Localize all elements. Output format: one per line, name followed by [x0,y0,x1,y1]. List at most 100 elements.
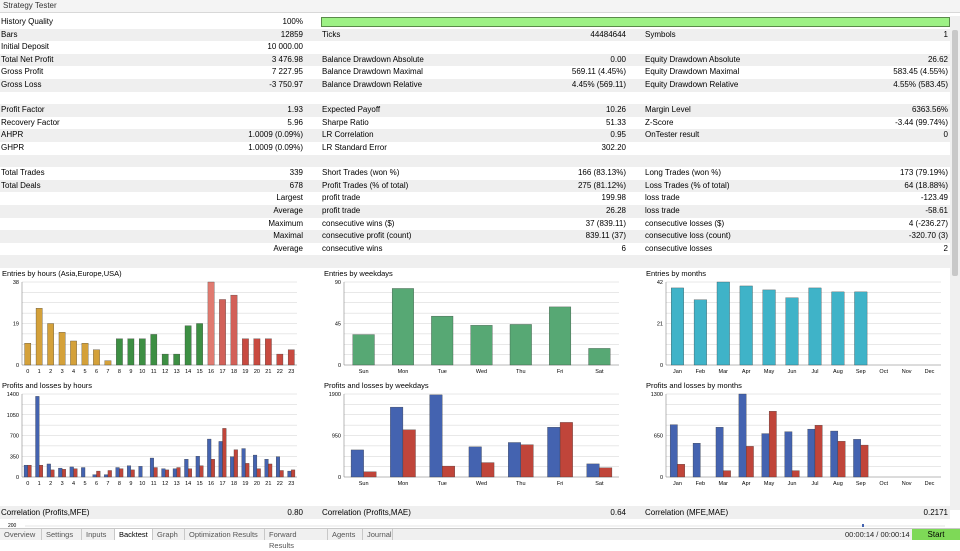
x-tick-label: 11 [151,481,157,487]
vertical-scrollbar[interactable] [950,16,960,510]
stat-value: -3.44 (99.74%) [895,117,948,127]
x-tick-label: Aug [833,481,843,487]
stat-label: Recovery Factor [1,117,60,127]
bar [245,463,250,478]
stat-value: 275 (81.12%) [577,180,626,190]
x-tick-label: Mon [398,481,409,487]
tab-journal[interactable]: Journal [363,529,393,540]
tab-forward-results[interactable]: Forward Results [265,529,328,550]
stat-value: 302.20 [601,142,626,152]
tab-overview[interactable]: Overview [0,529,42,540]
stat-value: 4 (-236.27) [908,218,948,228]
stat-value: -3 750.97 [269,79,303,89]
x-tick-label: 5 [83,481,86,487]
x-tick-label: 14 [185,481,191,487]
stat-label: consecutive profit (count) [322,231,412,241]
bar [165,469,170,478]
stat-label: Expected Payoff [322,105,381,115]
stat-label: LR Standard Error [322,142,387,152]
stat-value: 173 (79.19%) [899,168,948,178]
tab-agents[interactable]: Agents [328,529,363,540]
x-tick-label: 3 [61,481,64,487]
stat-label: Average [273,243,303,253]
entries-hours-chart: Entries by hours (Asia,Europe,USA) 0 19 38 0… [0,269,300,381]
stats-row [0,154,950,168]
tab-settings[interactable]: Settings [42,529,82,540]
stat-label: Equity Drawdown Absolute [645,54,741,64]
tab-backtest[interactable]: Backtest [115,529,153,540]
x-tick-label: Fri [557,481,563,487]
x-tick-label: 19 [242,481,248,487]
bar [27,464,32,478]
x-tick-label: 16 [208,481,214,487]
bar [402,429,416,478]
x-tick-label: 4 [72,481,75,487]
stat-value: 4.45% (569.11) [571,79,626,89]
y-tick-label: 0 [660,363,663,369]
stat-label: loss trade [645,205,680,215]
bar [791,470,800,478]
bar [50,469,55,478]
x-tick-label: 22 [277,369,283,375]
stat-value: -123.49 [920,193,948,203]
x-tick-label: Apr [742,481,751,487]
tab-graph[interactable]: Graph [153,529,185,540]
stat-value: 12859 [280,29,303,39]
stat-value: 1 [943,29,948,39]
stat-value: 678 [289,180,303,190]
bar [104,360,112,366]
stat-value: 166 (83.13%) [577,168,626,178]
bar [127,338,135,366]
x-tick-label: 2 [49,369,52,375]
window-titlebar: Strategy Tester [0,0,960,13]
bar [230,456,235,478]
stats-row: Largest profit trade 199.98 loss trade -123.… [0,192,950,205]
start-button[interactable]: Start [912,529,960,540]
chart-title: Entries by hours (Asia,Europe,USA) [2,269,122,278]
x-tick-label: 0 [26,481,29,487]
stat-label: Profit Factor [1,105,45,115]
stat-value: 839.11 (37) [585,231,626,241]
bar [233,449,238,478]
stat-value: 199.98 [601,193,626,203]
bar [130,469,135,478]
bar [96,470,101,478]
stat-label: Z-Score [645,117,674,127]
tab-optimization-results[interactable]: Optimization Results [185,529,265,540]
bar [39,464,44,478]
x-tick-label: 7 [106,369,109,375]
stat-label: Maximum [268,218,303,228]
tab-inputs[interactable]: Inputs [82,529,115,540]
mini-chart-ytick: 200 [8,523,17,528]
bar [23,464,28,478]
stat-label: consecutive wins [322,243,383,253]
stat-label: Balance Drawdown Relative [322,79,423,89]
bar [107,470,112,478]
x-tick-label: 1 [38,369,41,375]
bar [196,323,203,366]
mini-chart: 200 [8,523,945,528]
stat-value: 1.93 [287,105,303,115]
bar [161,468,166,478]
bar [350,449,364,478]
bar [291,469,296,478]
bar [692,443,701,478]
x-tick-label: 2 [49,481,52,487]
bar [837,441,846,478]
bar [253,338,261,366]
stat-label: consecutive loss (count) [645,231,731,241]
scrollbar-thumb[interactable] [952,30,958,276]
chart-title: Profits and losses by months [646,381,742,390]
stats-row: GHPR 1.0009 (0.09%) LR Standard Error 302.2… [0,142,950,155]
entries-weekdays-chart: Entries by weekdays 0 45 90 Sun Mon Tue Wed Thu F… [322,269,622,381]
entries-weekdays-plot: 0 45 90 Sun Mon Tue Wed Thu Fri Sat [335,280,619,375]
x-tick-label: 9 [129,369,132,375]
x-tick-label: 21 [265,369,271,375]
stat-value: 1.0009 (0.09%) [248,130,303,140]
y-tick-label: 38 [13,280,19,286]
stat-label: Balance Drawdown Absolute [322,54,424,64]
x-tick-label: Oct [879,481,888,487]
stats-table: History Quality 100% Bars 12859 Ticks 44484… [0,16,950,268]
bar [219,299,226,366]
